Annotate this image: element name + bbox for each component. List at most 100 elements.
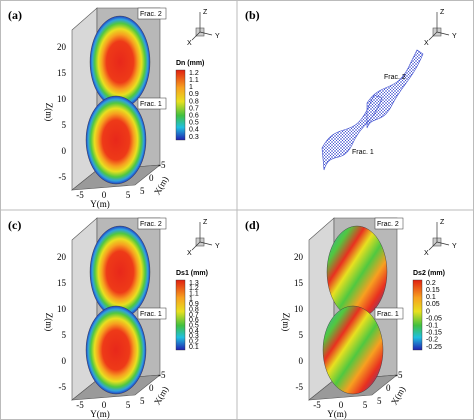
x-tick-label: -5 bbox=[158, 160, 166, 170]
colorbar bbox=[175, 69, 186, 141]
panel: (b) Z Y X Frac. 2 Frac. 1 bbox=[245, 8, 457, 171]
fracture-label: Frac. 2 bbox=[140, 221, 162, 228]
colorbar-tick-label: 0.15 bbox=[426, 287, 440, 294]
fracture-label: Frac. 2 bbox=[384, 74, 406, 81]
colorbar-tick-label: 0.5 bbox=[189, 120, 199, 127]
y-axis-label: Y(m) bbox=[90, 199, 110, 209]
x-axis-label: X(m) bbox=[389, 385, 407, 407]
colorbar-tick-label: -0.1 bbox=[426, 323, 438, 330]
y-axis-label: Y(m) bbox=[327, 409, 347, 419]
z-tick-label: 0 bbox=[62, 146, 67, 156]
fracture bbox=[326, 225, 388, 319]
x-axis-label: X(m) bbox=[152, 385, 170, 407]
colorbar-tick-label: 0.2 bbox=[189, 339, 199, 346]
y-tick-label: -5 bbox=[313, 400, 321, 410]
y-tick-label: 5 bbox=[126, 190, 131, 200]
colorbar-tick-label: 0.1 bbox=[426, 294, 436, 301]
x-tick-label: -5 bbox=[158, 370, 166, 380]
colorbar-tick-label: 0.2 bbox=[426, 280, 436, 287]
colorbar-tick-label: 0.7 bbox=[189, 312, 199, 319]
colorbar-tick-label: 0.6 bbox=[189, 317, 199, 324]
triad-label: X bbox=[424, 40, 429, 47]
y-tick-label: 0 bbox=[102, 400, 107, 410]
fracture bbox=[89, 15, 151, 109]
triad-axis bbox=[191, 31, 201, 41]
panel-label: (c) bbox=[8, 218, 21, 232]
z-axis-label: Z(m) bbox=[281, 313, 291, 332]
triad-label: Z bbox=[203, 219, 208, 226]
colorbar-tick-label: 0.8 bbox=[189, 98, 199, 105]
colorbar-tick-label: -0.05 bbox=[426, 315, 442, 322]
z-tick-label: 20 bbox=[57, 42, 67, 52]
fracture-label-box bbox=[137, 217, 167, 230]
z-tick-label: 5 bbox=[62, 330, 67, 340]
z-tick-label: 0 bbox=[299, 356, 304, 366]
z-tick-label: -5 bbox=[59, 172, 67, 182]
z-axis-label: Z(m) bbox=[44, 313, 54, 332]
colorbar-tick-label: 1.2 bbox=[189, 70, 199, 77]
z-axis-label: Z(m) bbox=[44, 103, 54, 122]
colorbar-tick-label: 0.8 bbox=[189, 307, 199, 314]
fracture-mesh bbox=[366, 49, 424, 129]
triad-axis bbox=[436, 31, 450, 36]
fracture-label-box bbox=[137, 7, 167, 20]
triad-label: Y bbox=[452, 243, 457, 250]
x-axis-label: X(m) bbox=[152, 175, 170, 197]
panel: (d) Z Y X Frac. 2 Frac. 1 Ds2 (mm) 0.20.150.10.… bbox=[245, 217, 457, 419]
colorbar-tick-label: 1 bbox=[189, 296, 193, 303]
colorbar-tick-label: 1.1 bbox=[189, 291, 199, 298]
fracture-label: Frac. 1 bbox=[377, 311, 399, 318]
fracture bbox=[85, 305, 147, 395]
fracture bbox=[89, 225, 151, 319]
colorbar-title: Ds2 (mm) bbox=[413, 270, 445, 277]
colorbar-tick-label: 0.7 bbox=[189, 105, 199, 112]
triad-axis bbox=[199, 241, 213, 246]
z-tick-label: 10 bbox=[294, 304, 304, 314]
x-tick-label: 0 bbox=[386, 383, 391, 393]
colorbar-tick-label: 1.3 bbox=[189, 280, 199, 287]
x-tick-label: -5 bbox=[395, 370, 403, 380]
z-tick-label: 5 bbox=[62, 120, 67, 130]
colorbar-tick-label: 0.9 bbox=[189, 91, 199, 98]
x-tick-label: 5 bbox=[377, 396, 382, 406]
colorbar bbox=[175, 279, 186, 351]
fracture-label-box bbox=[137, 97, 167, 110]
x-tick-label: 0 bbox=[149, 383, 154, 393]
y-tick-label: -5 bbox=[76, 400, 84, 410]
triad-label: Y bbox=[215, 243, 220, 250]
triad-label: Z bbox=[203, 9, 208, 16]
triad-axis bbox=[191, 241, 201, 251]
z-tick-label: 5 bbox=[299, 330, 304, 340]
triad-axis bbox=[199, 31, 213, 36]
triad-axis bbox=[428, 241, 438, 251]
triad-label: X bbox=[187, 250, 192, 257]
fracture-label: Frac. 2 bbox=[377, 221, 399, 228]
x-tick-label: 0 bbox=[149, 173, 154, 183]
panel-label: (d) bbox=[245, 218, 260, 232]
panel-label: (b) bbox=[245, 8, 260, 22]
colorbar-tick-label: 0.9 bbox=[189, 301, 199, 308]
z-tick-label: -5 bbox=[296, 382, 304, 392]
z-tick-label: 0 bbox=[62, 356, 67, 366]
colorbar-tick-label: 0.6 bbox=[189, 113, 199, 120]
triad-label: Z bbox=[440, 9, 445, 16]
colorbar-tick-label: 0.4 bbox=[189, 328, 199, 335]
colorbar-title: Ds1 (mm) bbox=[176, 270, 208, 277]
colorbar-tick-label: 1.1 bbox=[189, 77, 199, 84]
axis-triad: Z Y X bbox=[187, 219, 220, 257]
axis-triad: Z Y X bbox=[424, 219, 457, 257]
fracture-label: Frac. 2 bbox=[140, 11, 162, 18]
colorbar bbox=[412, 279, 423, 351]
fracture-label-box bbox=[374, 217, 404, 230]
panel-label: (a) bbox=[8, 8, 22, 22]
colorbar-tick-label: 1 bbox=[189, 84, 193, 91]
fracture-label: Frac. 1 bbox=[140, 101, 162, 108]
colorbar-tick-label: 0.3 bbox=[189, 333, 199, 340]
fracture-label: Frac. 1 bbox=[140, 311, 162, 318]
z-tick-label: -5 bbox=[59, 382, 67, 392]
triad-label: Z bbox=[440, 219, 445, 226]
fracture bbox=[85, 95, 147, 185]
z-tick-label: 15 bbox=[294, 278, 304, 288]
axis-triad: Z Y X bbox=[424, 9, 457, 47]
colorbar-tick-label: 1.2 bbox=[189, 285, 199, 292]
